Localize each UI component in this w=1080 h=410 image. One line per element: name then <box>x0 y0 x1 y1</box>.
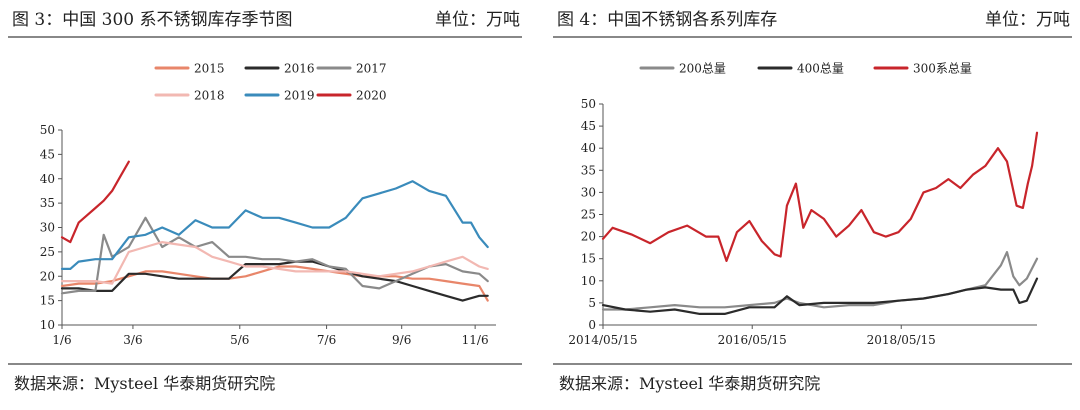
legend-label-2017: 2017 <box>356 62 387 76</box>
y-tick-label: 35 <box>581 163 596 177</box>
x-tick-label: 2014/05/15 <box>568 333 637 347</box>
series-line-2019 <box>60 180 489 270</box>
right-bottom-rule <box>553 363 1072 365</box>
series-line-2017 <box>60 216 489 295</box>
series-line-400总量 <box>601 277 1039 315</box>
right-source-note: 数据来源：Mysteel 华泰期货研究院 <box>559 374 821 393</box>
x-tick-label: 11/6 <box>462 333 489 347</box>
y-tick-label: 25 <box>581 208 596 222</box>
y-tick-label: 45 <box>40 147 55 161</box>
right-chart: 0 5 10 15 20 25 30 35 40 45 50 2014/05/15 2016/05/15… <box>568 62 1039 347</box>
x-tick-label: 2018/05/15 <box>867 333 936 347</box>
series-line-300系总量 <box>601 131 1039 262</box>
series-line-200总量 <box>601 251 1039 311</box>
y-tick-label: 30 <box>581 185 596 199</box>
series-line-2020 <box>60 160 130 244</box>
y-tick-label: 20 <box>40 269 55 283</box>
y-tick-label: 20 <box>581 230 596 244</box>
left-bottom-rule <box>8 363 522 365</box>
legend-label-2016: 2016 <box>284 62 315 76</box>
x-tick-label: 9/6 <box>392 333 411 347</box>
legend-label-2020: 2020 <box>356 89 387 103</box>
x-tick-label: 5/6 <box>230 333 249 347</box>
left-source-note: 数据来源：Mysteel 华泰期货研究院 <box>14 374 276 393</box>
right-top-rule <box>553 36 1072 38</box>
series-line-2015 <box>60 265 489 302</box>
right-figure-title: 图 4：中国不锈钢各系列库存 单位：万吨 <box>557 8 1070 32</box>
y-tick-label: 25 <box>40 245 55 259</box>
y-tick-label: 45 <box>581 119 596 133</box>
legend-label-2018: 2018 <box>194 89 225 103</box>
legend-label-300系总量: 300系总量 <box>913 62 972 76</box>
y-tick-label: 30 <box>40 221 55 235</box>
x-tick-label: 3/6 <box>123 333 142 347</box>
y-tick-label: 15 <box>40 294 55 308</box>
right-unit-label: 单位：万吨 <box>985 10 1070 30</box>
y-tick-label: 10 <box>581 274 596 288</box>
y-tick-label: 40 <box>581 141 596 155</box>
right-title-text: 图 4：中国不锈钢各系列库存 <box>557 10 778 30</box>
y-tick-label: 50 <box>40 123 55 137</box>
series-line-2018 <box>60 241 489 285</box>
x-tick-label: 7/6 <box>317 333 336 347</box>
legend-label-2015: 2015 <box>194 62 225 76</box>
left-top-rule <box>8 36 522 38</box>
left-unit-label: 单位：万吨 <box>435 10 520 30</box>
y-tick-label: 0 <box>588 318 596 332</box>
y-tick-label: 35 <box>40 196 55 210</box>
left-figure-title: 图 3：中国 300 系不锈钢库存季节图 单位：万吨 <box>12 8 520 32</box>
right-panel: 图 4：中国不锈钢各系列库存 单位：万吨 0 5 10 15 20 25 30 35 40 45 5… <box>545 0 1080 410</box>
left-panel: 图 3：中国 300 系不锈钢库存季节图 单位：万吨 10 15 20 25 30 35 4… <box>0 0 530 410</box>
x-tick-label: 2016/05/15 <box>718 333 787 347</box>
y-tick-label: 5 <box>588 296 596 310</box>
y-tick-label: 15 <box>581 252 596 266</box>
y-tick-label: 50 <box>581 97 596 111</box>
legend-label-2019: 2019 <box>284 89 315 103</box>
legend-label-400总量: 400总量 <box>797 62 844 76</box>
left-chart: 10 15 20 25 30 35 40 45 50 1/6 3/6 5/6 7/6 9/6 11/6 201… <box>40 62 496 347</box>
legend-label-200总量: 200总量 <box>679 62 726 76</box>
y-tick-label: 10 <box>40 318 55 332</box>
series-line-2016 <box>60 260 489 302</box>
x-tick-label: 1/6 <box>52 333 71 347</box>
left-title-text: 图 3：中国 300 系不锈钢库存季节图 <box>12 10 293 30</box>
y-tick-label: 40 <box>40 172 55 186</box>
